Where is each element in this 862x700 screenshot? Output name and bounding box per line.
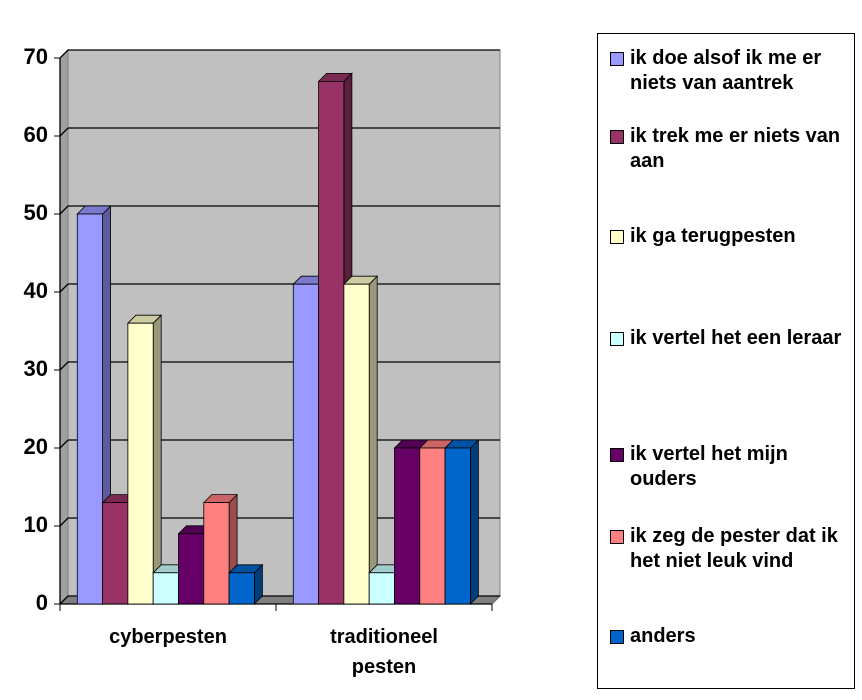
bar-front [102,502,129,605]
bar-front [292,283,319,605]
bar-front [127,322,154,605]
bar [126,314,163,605]
side-wall [59,48,69,606]
legend-swatch [610,230,624,244]
y-tick-label: 0 [36,590,48,615]
bar-front [203,502,230,605]
bar-front [343,283,370,605]
bar-side [368,275,378,605]
bar-front [394,447,421,605]
bar-front [419,447,446,605]
bar-front [228,572,255,605]
bar [76,205,112,605]
legend-label: ik trek me er niets van aan [630,125,841,172]
legend-item: ik zeg de pester dat ik het niet leuk vi… [610,524,854,574]
legend-label: ik ga terugpesten [630,225,796,247]
legend-item: ik vertel het een leraar [610,326,854,351]
legend-swatch [610,448,624,462]
bar [228,563,264,605]
legend-label: ik zeg de pester dat ik het niet leuk vi… [630,525,838,572]
legend-swatch [610,332,624,346]
legend-swatch [610,630,624,644]
y-tick-label: 40 [24,278,48,303]
x-tick-label: cyberpesten [109,626,227,648]
legend-item: anders [610,624,854,649]
y-tick-label: 30 [24,356,48,381]
legend-label: ik doe alsof ik me er niets van aantrek [630,47,822,94]
x-tick-label: traditioneel pesten [330,626,438,678]
legend-label: anders [630,625,696,647]
legend-item: ik trek me er niets van aan [610,124,854,174]
grid-line [59,49,500,59]
bar-front [76,213,103,605]
bar-front [152,572,179,605]
grid-line [59,127,500,137]
bar-front [318,81,345,605]
legend-item: ik doe alsof ik me er niets van aantrek [610,46,854,96]
y-tick-label: 70 [24,44,48,69]
legend: ik doe alsof ik me er niets van aantrek i… [597,33,855,689]
grid-line [59,205,500,215]
legend-swatch [610,52,624,66]
y-tick-label: 20 [24,434,48,459]
legend-swatch [610,130,624,144]
y-tick-label: 60 [24,122,48,147]
bar [444,439,480,605]
legend-item: ik ga terugpesten [610,224,854,249]
bar [202,493,239,605]
bar-side [469,439,479,605]
bar-front [368,572,395,605]
bar-side [152,314,162,605]
bar-front [444,447,471,605]
y-tick-label: 50 [24,200,48,225]
legend-swatch [610,530,624,544]
y-tick-label: 10 [24,512,48,537]
bar [342,275,379,605]
legend-label: ik vertel het mijn ouders [630,443,788,490]
bar-front [178,533,205,605]
legend-label: ik vertel het een leraar [630,327,842,349]
legend-item: ik vertel het mijn ouders [610,442,854,492]
